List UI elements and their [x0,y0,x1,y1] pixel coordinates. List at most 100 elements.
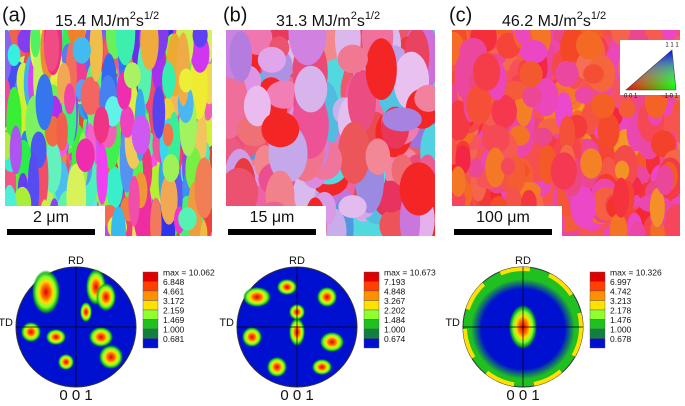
title-part: 2 [577,10,583,22]
grain [162,123,174,147]
legend-label: 0.681 [163,334,185,344]
legend-label: 1.000 [384,324,406,334]
grain [382,107,422,132]
grain [179,68,194,93]
grain [80,76,101,115]
legend-label: max = 10.326 [610,267,662,277]
grain [35,74,54,131]
intensity-blob [267,357,287,377]
legend-label: 1.476 [610,315,632,325]
grain [56,112,68,151]
legend-label: max = 10.673 [384,267,436,277]
grain [194,157,212,219]
grain [473,52,501,91]
legend-swatch [142,319,159,330]
grain [7,43,21,67]
intensity-blob [80,302,92,322]
grain [485,147,506,188]
legend-swatch [142,338,159,349]
intensity-blob [21,322,41,342]
grain [266,80,302,109]
scale-bar [7,229,95,235]
pole-figure [462,266,584,388]
legend-label: 1.484 [384,315,406,325]
grain [629,221,646,236]
grain [491,94,517,129]
grain [337,44,368,74]
legend-label: 4.742 [610,286,632,296]
grain [576,30,603,60]
grain [44,30,60,72]
grain [288,30,327,66]
panel-label: (b) [223,4,247,26]
legend-label: 6.997 [610,277,632,287]
grain [481,124,510,154]
legend-label: 2.159 [163,305,185,315]
rd-label: RD [289,255,305,267]
pole-direction: 0 0 1 [506,387,539,404]
grain [294,65,328,113]
grain [365,138,391,175]
grain [454,54,470,98]
grain [520,40,548,64]
title-part: 1/2 [365,10,380,22]
legend-label: 3.172 [163,296,185,306]
legend-swatch [589,290,606,301]
grain [93,106,110,144]
grain [500,157,516,175]
td-label: TD [219,317,234,329]
intensity-blob [96,283,116,311]
grain [131,115,151,155]
legend-label: 1.000 [610,324,632,334]
grain [104,96,122,127]
panel-title: 15.4 MJ/m2s1/2 [55,10,159,30]
legend-swatch [142,328,159,339]
grain [649,188,665,228]
panel-title: 46.2 MJ/m2s1/2 [502,10,606,30]
td-label: TD [445,317,460,329]
grain [664,204,680,236]
legend-swatch [363,309,380,320]
ipf-101: 1 0 1 [665,94,679,100]
legend-swatch [589,338,606,349]
legend-label: 7.193 [384,277,406,287]
legend-swatch [363,338,380,349]
title-part: 1/2 [591,10,606,22]
legend-swatch [363,300,380,311]
legend-label: 1.469 [163,315,185,325]
ipf-001: 0 0 1 [624,94,638,100]
legend-label: 2.178 [610,305,632,315]
title-part: 1/2 [144,10,159,22]
rd-label: RD [68,255,84,267]
pole-direction: 0 0 1 [280,387,313,404]
grain [75,138,95,173]
grain [192,30,208,48]
grain [257,46,287,73]
grain [533,127,553,146]
legend-swatch [142,271,159,282]
intensity-blob [312,359,332,375]
legend-swatch [142,300,159,311]
rd-label: RD [515,255,531,267]
intensity-blob [243,287,271,307]
grain [162,61,176,99]
grain [89,30,103,82]
title-part: s [357,13,365,30]
pole-figure [236,266,358,388]
grain [414,84,435,112]
title-part: s [136,13,144,30]
grain [613,177,630,218]
panel-title: 31.3 MJ/m2s1/2 [276,10,380,30]
grain [570,185,596,228]
grain [609,213,628,236]
legend-label: max = 10.062 [163,267,215,277]
panel-label: (c) [449,4,472,26]
scale-bar [454,229,552,235]
legend-swatch [363,281,380,292]
grain [111,206,126,236]
grain [591,92,615,119]
grain [519,61,543,88]
intensity-blob [32,270,60,314]
legend-swatch [363,319,380,330]
grain [650,130,676,158]
